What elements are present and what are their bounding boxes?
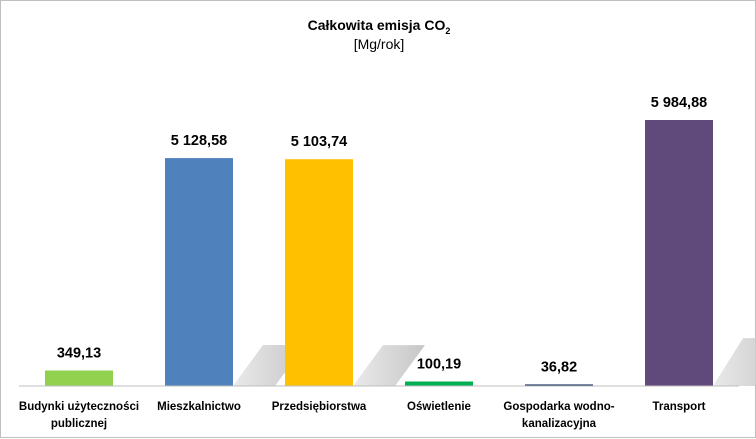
data-label: 5 103,74 [291, 134, 347, 150]
x-tick-label: Przedsiębiorstwa [272, 401, 367, 413]
x-tick-label: Transport [652, 401, 705, 413]
x-tick-label: Oświetlenie [407, 401, 471, 413]
bar-shadow [713, 338, 756, 386]
bar [285, 159, 353, 386]
bar [405, 381, 473, 386]
data-label: 5 128,58 [171, 133, 227, 149]
x-tick-label: Budynki użyteczności publicznej [19, 401, 139, 430]
data-label: 5 984,88 [651, 95, 707, 111]
chart-title-subscript: 2 [445, 26, 450, 36]
data-label: 36,82 [541, 359, 577, 375]
bar-shadow [353, 345, 425, 386]
category-labels: Budynki użyteczności publicznej Mieszkalni… [19, 401, 706, 430]
x-tick-label: Gospodarka wodno-kanalizacyjna [503, 401, 614, 430]
bar [645, 120, 713, 386]
chart-title: Całkowita emisja CO2 [308, 17, 451, 36]
data-label: 349,13 [57, 346, 101, 362]
chart-subtitle: [Mg/rok] [354, 36, 405, 52]
bar [525, 384, 593, 386]
x-tick-label: Mieszkalnictwo [157, 401, 241, 413]
bars [45, 120, 713, 386]
bar [165, 158, 233, 386]
data-label: 100,19 [417, 357, 461, 373]
value-labels: 349,13 5 128,58 5 103,74 100,19 36,82 5 984,8… [57, 95, 707, 375]
bar [45, 370, 113, 386]
chart-title-main: Całkowita emisja CO [308, 17, 446, 33]
